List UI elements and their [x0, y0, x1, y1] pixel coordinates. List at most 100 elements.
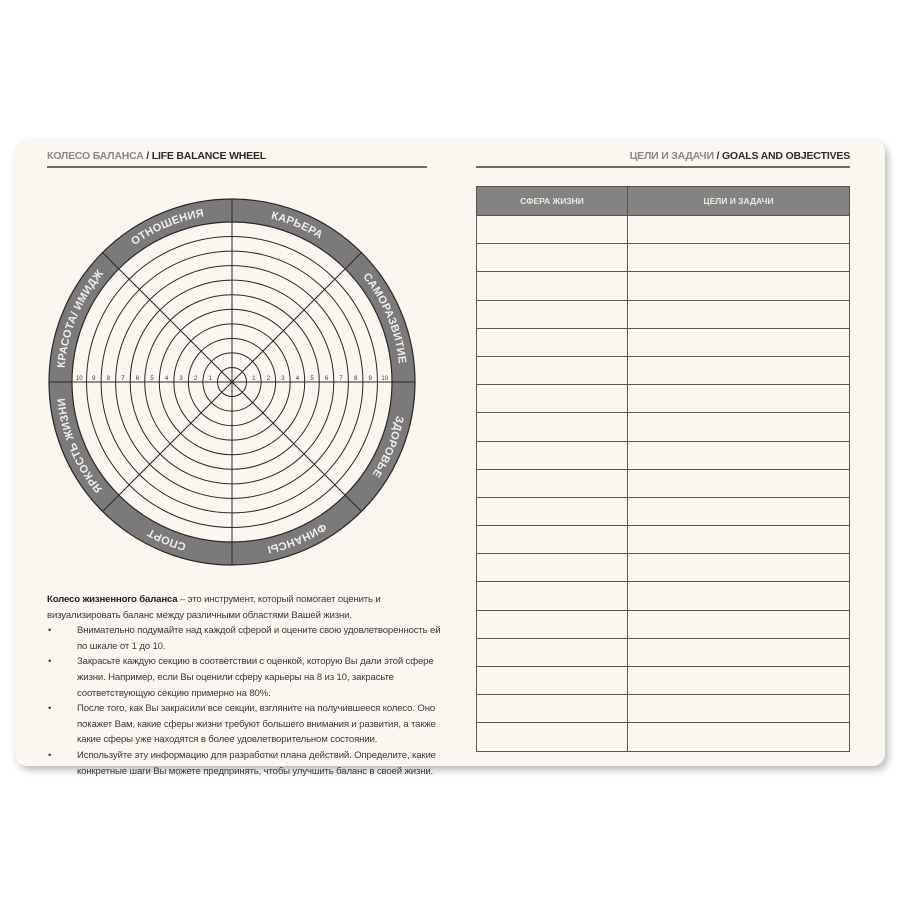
- header-ru: ЦЕЛИ И ЗАДАЧИ: [629, 150, 714, 162]
- table-row: [476, 722, 850, 752]
- table-row: [476, 271, 850, 301]
- goals-cell[interactable]: [627, 722, 850, 752]
- table-row: [476, 243, 850, 273]
- left-header-rule: [47, 166, 427, 168]
- goals-cell[interactable]: [627, 214, 850, 245]
- goals-cell[interactable]: [627, 609, 850, 639]
- description-lead: Колесо жизненного баланса – это инструме…: [47, 592, 447, 623]
- table-row: [476, 468, 850, 498]
- life-area-cell[interactable]: [476, 214, 628, 245]
- table-row: [476, 525, 850, 555]
- life-area-cell[interactable]: [476, 609, 628, 639]
- left-page-header: КОЛЕСО БАЛАНСА / LIFE BALANCE WHEEL: [47, 150, 266, 162]
- table-row: [476, 553, 850, 583]
- goals-cell[interactable]: [627, 271, 850, 301]
- wheel-scale-label: 3: [179, 376, 183, 382]
- column-header-life-area: СФЕРА ЖИЗНИ: [476, 186, 628, 216]
- table-row: [476, 355, 850, 386]
- wheel-scale-label: 10: [381, 376, 388, 382]
- wheel-scale-label: 8: [354, 376, 358, 382]
- wheel-scale-label: 9: [92, 376, 96, 382]
- column-header-goals: ЦЕЛИ И ЗАДАЧИ: [627, 186, 850, 216]
- goals-cell[interactable]: [627, 496, 850, 527]
- goals-cell[interactable]: [627, 412, 850, 442]
- header-separator: /: [713, 150, 722, 162]
- table-row: [476, 581, 850, 611]
- header-en: LIFE BALANCE WHEEL: [151, 150, 266, 162]
- wheel-scale-label: 1: [252, 376, 256, 382]
- instruction-list: Внимательно подумайте над каждой сферой …: [47, 623, 447, 779]
- goals-cell[interactable]: [627, 384, 850, 414]
- table-row: [476, 665, 850, 696]
- wheel-scale-label: 2: [194, 376, 198, 382]
- life-area-cell[interactable]: [476, 440, 628, 470]
- life-area-cell[interactable]: [476, 694, 628, 724]
- goals-cell[interactable]: [627, 327, 850, 357]
- wheel-scale-label: 9: [369, 376, 373, 382]
- table-row: [476, 609, 850, 639]
- wheel-scale-label: 3: [281, 376, 285, 382]
- header-ru: КОЛЕСО БАЛАНСА: [47, 150, 144, 162]
- wheel-description: Колесо жизненного баланса – это инструме…: [47, 592, 447, 779]
- life-area-cell[interactable]: [476, 525, 628, 555]
- table-row: [476, 327, 850, 357]
- wheel-scale-label: 7: [339, 376, 343, 382]
- table-row: [476, 694, 850, 724]
- life-area-cell[interactable]: [476, 412, 628, 442]
- goals-cell[interactable]: [627, 468, 850, 498]
- life-area-cell[interactable]: [476, 327, 628, 357]
- wheel-scale-label: 6: [325, 376, 329, 382]
- goals-cell[interactable]: [627, 299, 850, 329]
- goals-cell[interactable]: [627, 637, 850, 668]
- goals-cell[interactable]: [627, 694, 850, 724]
- table-row: [476, 299, 850, 329]
- wheel-scale-label: 5: [150, 376, 154, 382]
- life-area-cell[interactable]: [476, 637, 628, 668]
- table-row: [476, 412, 850, 442]
- header-en: GOALS AND OBJECTIVES: [721, 150, 850, 162]
- life-area-cell[interactable]: [476, 553, 628, 583]
- list-item: Закрасьте каждую секцию в соответствии с…: [47, 654, 447, 701]
- life-area-cell[interactable]: [476, 665, 628, 696]
- goals-cell[interactable]: [627, 553, 850, 583]
- goals-cell[interactable]: [627, 243, 850, 273]
- right-page-header: ЦЕЛИ И ЗАДАЧИ / GOALS AND OBJECTIVES: [629, 150, 851, 162]
- lead-bold: Колесо жизненного баланса: [47, 594, 178, 605]
- wheel-scale-label: 4: [296, 376, 300, 382]
- life-area-cell[interactable]: [476, 355, 628, 386]
- table-row: [476, 637, 850, 668]
- goals-cell[interactable]: [627, 525, 850, 555]
- life-area-cell[interactable]: [476, 468, 628, 498]
- goals-cell[interactable]: [627, 665, 850, 696]
- life-area-cell[interactable]: [476, 581, 628, 611]
- wheel-scale-label: 6: [136, 376, 140, 382]
- wheel-scale-label: 7: [121, 376, 125, 382]
- table-row: [476, 496, 850, 527]
- wheel-scale-label: 8: [107, 376, 111, 382]
- wheel-scale-label: 10: [76, 376, 83, 382]
- wheel-scale-label: 1: [209, 376, 213, 382]
- wheel-scale-label: 4: [165, 376, 169, 382]
- right-header-rule: [476, 166, 850, 168]
- table-row: [476, 440, 850, 470]
- goals-cell[interactable]: [627, 355, 850, 386]
- goals-cell[interactable]: [627, 440, 850, 470]
- wheel-scale-label: 5: [310, 376, 314, 382]
- table-row: [476, 384, 850, 414]
- goals-table: СФЕРА ЖИЗНИ ЦЕЛИ И ЗАДАЧИ: [476, 186, 850, 752]
- life-area-cell[interactable]: [476, 722, 628, 752]
- wheel-scale-label: 2: [267, 376, 271, 382]
- life-area-cell[interactable]: [476, 243, 628, 273]
- header-separator: /: [143, 150, 152, 162]
- life-area-cell[interactable]: [476, 384, 628, 414]
- list-item: После того, как Вы закрасили все секции,…: [47, 701, 447, 748]
- life-area-cell[interactable]: [476, 496, 628, 527]
- life-area-cell[interactable]: [476, 271, 628, 301]
- table-row: [476, 214, 850, 245]
- list-item: Используйте эту информацию для разработк…: [47, 748, 447, 779]
- list-item: Внимательно подумайте над каждой сферой …: [47, 623, 447, 654]
- goals-cell[interactable]: [627, 581, 850, 611]
- life-area-cell[interactable]: [476, 299, 628, 329]
- lead-text: – это инструмент, который помогает оцени…: [47, 594, 381, 621]
